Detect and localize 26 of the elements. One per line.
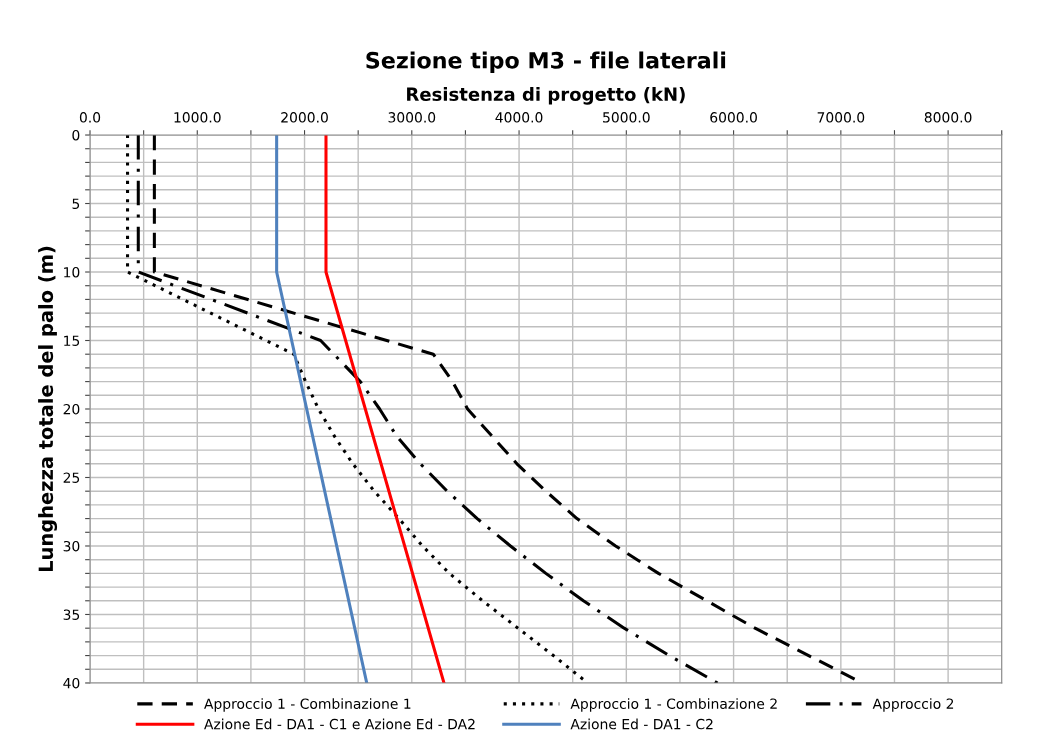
y-tick-label: 40 <box>63 677 80 689</box>
x-tick-label: 4000.0 <box>495 112 543 123</box>
x-tick-label: 0.0 <box>79 112 101 123</box>
y-tick-label: 10 <box>64 266 80 278</box>
legend-label: Azione Ed - DA1 - C2 <box>570 718 713 730</box>
legend-label: Approccio 1 - Combinazione 1 <box>204 698 411 712</box>
chart-title: Sezione tipo M3 - file laterali <box>366 51 726 73</box>
y-tick-label: 35 <box>63 609 80 620</box>
y-tick-label: 0 <box>72 129 80 141</box>
legend-label: Azione Ed - DA1 - C1 e Azione Ed - DA2 <box>204 718 475 730</box>
y-tick-label: 25 <box>63 472 80 483</box>
x-tick-label: 1000.0 <box>174 112 221 123</box>
y-tick-label: 5 <box>72 198 80 209</box>
x-tick-label: 5000.0 <box>603 112 650 123</box>
y-tick-label: 15 <box>64 335 80 346</box>
x-axis-title: Resistenza di progetto (kN) <box>407 87 685 105</box>
x-tick-label: 6000.0 <box>710 112 757 123</box>
x-tick-label: 2000.0 <box>281 112 328 123</box>
x-tick-label: 7000.0 <box>817 112 865 123</box>
x-tick-label: 3000.0 <box>388 112 436 123</box>
x-tick-label: 8000.0 <box>924 112 972 123</box>
y-tick-label: 20 <box>63 403 80 415</box>
legend-label: Approccio 1 - Combinazione 2 <box>570 698 777 712</box>
legend-label: Approccio 2 <box>872 698 954 712</box>
y-axis-title: Lunghezza totale del palo (m) <box>38 246 58 572</box>
y-tick-label: 30 <box>63 540 80 552</box>
